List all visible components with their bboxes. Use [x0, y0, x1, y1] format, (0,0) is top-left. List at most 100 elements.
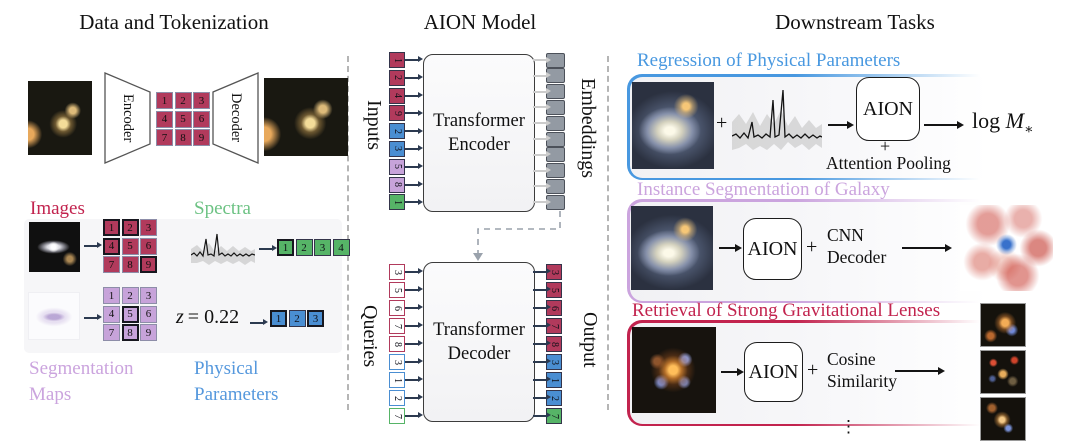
cosine-label-line1: Cosine: [827, 349, 876, 369]
token-query-blue-3: 3: [389, 354, 405, 370]
arrow-icon: [533, 358, 551, 365]
token-green-3: 3: [314, 239, 331, 256]
queries-label: Queries: [359, 305, 381, 368]
plus-sign: +: [880, 136, 891, 156]
lens-image-task3: [632, 327, 716, 413]
decoder-label: Decoder: [228, 93, 244, 143]
decoder-trapezoid: Decoder: [212, 72, 259, 164]
token-red-3: 3: [546, 264, 562, 280]
grid-token-purple-4: 4: [103, 305, 120, 323]
token-blue-2: 2: [288, 310, 306, 327]
grid-token-red-7: 7: [156, 129, 173, 146]
grid-token-red-9: 9: [140, 256, 157, 273]
arrow-icon: [259, 245, 277, 252]
task-header-segmentation: Instance Segmentation of Galaxy: [637, 179, 890, 200]
arrow-icon: [405, 376, 423, 383]
arrow-icon: [405, 180, 423, 187]
arrow-icon: [533, 268, 551, 275]
transformer-decoder-block: Transformer Decoder: [423, 262, 535, 422]
physical-parameters-label: Physical Parameters: [194, 356, 278, 408]
cnn-label-line2: Decoder: [827, 247, 887, 267]
arrow-icon: [405, 394, 423, 401]
arrow-icon: [533, 72, 551, 79]
panel-title-downstream: Downstream Tasks: [775, 10, 935, 34]
arrow-icon: [533, 286, 551, 293]
redshift-value: z = 0.22: [176, 306, 239, 329]
token-red-2: 2: [389, 69, 405, 86]
token-red-5: 5: [546, 282, 562, 298]
token-blue-2: 2: [389, 123, 405, 140]
arrow-icon: [828, 121, 854, 128]
token-query-blue-2: 2: [389, 390, 405, 406]
arrow-icon: [405, 127, 423, 134]
images-label: Images: [30, 198, 85, 219]
arrow-icon: [405, 268, 423, 275]
cnn-decoder-label: CNN Decoder: [827, 224, 886, 268]
task-header-retrieval: Retrieval of Strong Gravitational Lenses: [632, 300, 941, 321]
grid-token-purple-7: 7: [103, 324, 120, 341]
token-query-blue-1: 1: [389, 372, 405, 388]
token-red-9: 9: [389, 105, 405, 122]
grid-token-purple-6: 6: [140, 305, 157, 323]
galaxy-image-task2: [631, 206, 713, 290]
arrow-icon: [533, 135, 551, 142]
aion-box-task3: AION: [744, 342, 803, 402]
grid-token-red-9: 9: [193, 129, 210, 146]
arrow-icon: [533, 376, 551, 383]
arrow-icon: [533, 340, 551, 347]
physical-label-line2: Parameters: [194, 384, 279, 405]
segmentation-map-image: [28, 292, 80, 340]
grid-token-red-8: 8: [121, 256, 139, 273]
token-blue-3: 3: [307, 310, 324, 327]
arrow-icon: [533, 119, 551, 126]
grid-token-red-6: 6: [193, 110, 210, 128]
token-purple-5: 5: [389, 158, 405, 175]
log-text: log: [972, 108, 1001, 133]
grid-token-red-2: 2: [121, 219, 139, 236]
arrow-icon: [250, 319, 268, 326]
output-label: Output: [579, 312, 601, 368]
grid-token-purple-8: 8: [121, 324, 139, 341]
retrieved-lens-image-3: [980, 397, 1026, 441]
token-query-red-7: 7: [389, 318, 405, 334]
panel-divider-right: [607, 56, 609, 410]
arrow-icon: [533, 88, 551, 95]
token-query-red-5: 5: [389, 282, 405, 298]
grid-token-red-3: 3: [193, 92, 210, 109]
transformer-decoder-line2: Decoder: [447, 344, 511, 364]
arrow-icon: [405, 163, 423, 170]
segmentation-output-image: [960, 205, 1053, 291]
galaxy-image-task1: [632, 82, 714, 169]
grid-token-red-2: 2: [174, 92, 192, 109]
arrow-icon: [84, 242, 102, 249]
redshift-variable: z: [176, 306, 184, 328]
grid-token-red-4: 4: [103, 237, 120, 255]
grid-token-red-1: 1: [103, 219, 120, 236]
decoder-trapezoid-shape: [212, 72, 259, 164]
spectrum-plot-task1: [732, 89, 822, 150]
galaxy-image-original: [28, 81, 92, 155]
panel-title-model: AION Model: [423, 10, 537, 34]
token-blue-1: 1: [270, 310, 287, 327]
redshift-number: = 0.22: [187, 306, 240, 328]
grid-token-purple-1: 1: [103, 287, 120, 304]
transformer-encoder-block: Transformer Encoder: [423, 54, 535, 212]
encoder-trapezoid-shape: [104, 72, 151, 164]
panel-divider-left: [347, 56, 349, 410]
arrow-icon: [533, 412, 551, 419]
spectra-label: Spectra: [194, 198, 251, 219]
transformer-encoder-line1: Transformer: [433, 111, 525, 131]
grid-token-purple-9: 9: [140, 324, 157, 341]
token-green-7: 7: [546, 408, 562, 424]
ellipsis: ⋮: [840, 417, 857, 436]
galaxy-image-reconstructed: [264, 78, 348, 156]
arrow-icon: [895, 367, 945, 374]
transformer-encoder-line2: Encoder: [448, 135, 510, 155]
grid-token-red-5: 5: [174, 110, 192, 128]
transformer-decoder-line1: Transformer: [433, 320, 525, 340]
output-token-column: 3 5 6 7 8 3 1 2 7: [533, 264, 562, 426]
token-query-green-7: 7: [389, 408, 405, 424]
